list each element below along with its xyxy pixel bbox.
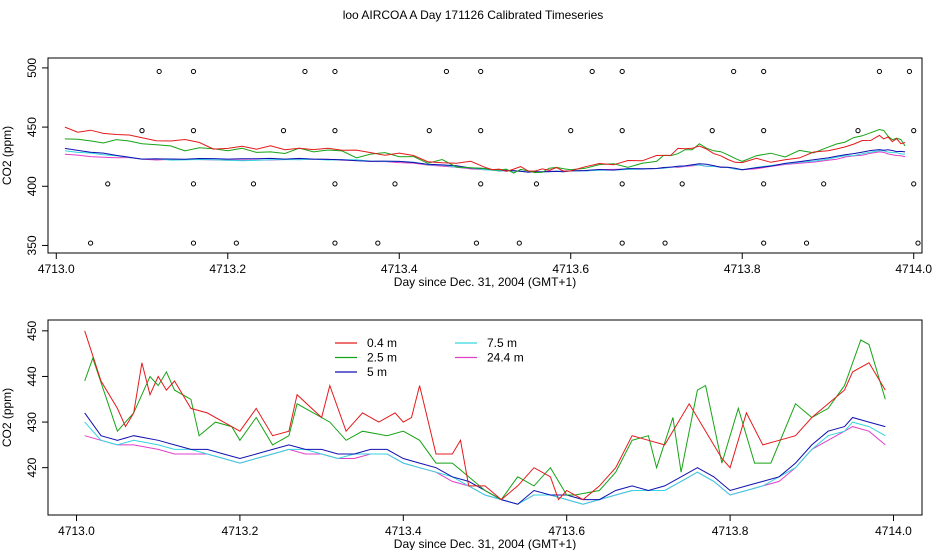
x-tick-label: 4713.6	[548, 524, 585, 538]
x-tick-label: 4713.6	[552, 262, 589, 276]
marker-point	[876, 68, 883, 75]
marker-point	[190, 181, 197, 187]
marker-point	[761, 128, 767, 134]
marker-point	[332, 128, 338, 134]
marker-point	[190, 128, 197, 134]
y-tick-label: 450	[25, 321, 39, 341]
y-tick-label: 450	[25, 117, 39, 137]
marker-point	[233, 240, 239, 246]
x-tick-label: 4714.0	[895, 262, 932, 276]
x-tick-label: 4713.2	[222, 524, 259, 538]
plot-area	[84, 330, 886, 505]
marker-point	[250, 181, 257, 187]
y-tick-label: 500	[25, 58, 39, 78]
series-line-0-4-m	[84, 330, 886, 501]
y-tick-label: 400	[25, 176, 39, 196]
marker-point	[105, 181, 111, 187]
legend-label: 0.4 m	[367, 336, 397, 350]
marker-point	[619, 128, 625, 134]
marker-point	[87, 240, 94, 246]
marker-point	[392, 181, 398, 187]
y-tick-label: 440	[25, 366, 39, 386]
legend-label: 2.5 m	[367, 351, 397, 365]
marker-point	[911, 181, 917, 187]
x-tick-label: 4713.4	[381, 262, 418, 276]
series-line-0-4-m	[64, 126, 906, 172]
x-tick-label: 4713.4	[385, 524, 422, 538]
marker-point	[761, 181, 767, 187]
marker-point	[443, 68, 450, 75]
y-axis-title: CO2 (ppm)	[0, 126, 14, 185]
x-axis-title: Day since Dec. 31, 2004 (GMT+1)	[394, 537, 576, 550]
y-tick-label: 430	[25, 412, 39, 432]
marker-point	[332, 181, 338, 187]
marker-point	[478, 68, 484, 75]
marker-point	[533, 181, 540, 187]
marker-point	[426, 128, 432, 134]
marker-point	[473, 240, 480, 246]
plot-frame	[47, 57, 923, 254]
marker-point	[375, 240, 381, 246]
y-tick-label: 420	[25, 457, 39, 477]
marker-point	[911, 128, 917, 134]
series-line-7-5-m	[84, 421, 886, 505]
series-line-5-m	[64, 147, 906, 173]
marker-point	[761, 68, 767, 75]
series-line-2-5-m	[84, 339, 886, 501]
x-tick-label: 4713.8	[724, 262, 761, 276]
legend-label: 7.5 m	[487, 336, 517, 350]
marker-point	[662, 240, 668, 246]
x-tick-label: 4713.2	[209, 262, 246, 276]
panel-0: 4713.0 4713.2 4713.4 4713.6 4713.8 4714.0 Day …	[0, 57, 932, 289]
marker-point	[139, 128, 145, 134]
marker-point	[516, 240, 522, 246]
series-line-24-4-m	[64, 151, 906, 173]
legend-label: 24.4 m	[487, 351, 524, 365]
y-axis-title: CO2 (ppm)	[0, 388, 14, 447]
marker-point	[332, 240, 338, 246]
plot-frame	[47, 319, 923, 516]
x-tick-label: 4713.8	[712, 524, 749, 538]
marker-point	[731, 68, 737, 75]
marker-point	[821, 181, 827, 187]
marker-point	[190, 68, 197, 75]
x-tick-label: 4714.0	[875, 524, 912, 538]
marker-point	[302, 68, 308, 75]
x-axis-title: Day since Dec. 31, 2004 (GMT+1)	[394, 275, 576, 289]
panel-1: 4713.0 4713.2 4713.4 4713.6 4713.8 4714.0 Day …	[0, 319, 923, 551]
marker-point	[568, 128, 574, 134]
legend: 0.4 m2.5 m5 m 7.5 m24.4 m	[335, 336, 524, 379]
marker-point	[619, 68, 625, 75]
marker-point	[855, 128, 861, 134]
marker-point	[906, 68, 913, 75]
marker-point	[280, 128, 287, 134]
marker-point	[589, 68, 595, 75]
marker-point	[156, 68, 162, 75]
marker-point	[803, 240, 810, 246]
marker-point	[915, 240, 921, 246]
legend-label: 5 m	[367, 365, 387, 379]
plot-area	[64, 68, 921, 246]
series-line-2-5-m	[64, 128, 906, 174]
marker-point	[478, 181, 484, 187]
x-tick-label: 4713.0	[58, 524, 95, 538]
marker-point	[619, 181, 625, 187]
y-tick-label: 350	[25, 235, 39, 255]
chart-title: loo AIRCOA A Day 171126 Calibrated Times…	[343, 8, 604, 22]
marker-point	[761, 240, 767, 246]
marker-point	[619, 240, 625, 246]
marker-point	[332, 68, 338, 75]
marker-point	[709, 128, 715, 134]
marker-point	[478, 128, 484, 134]
marker-point	[679, 181, 685, 187]
x-tick-label: 4713.0	[38, 262, 75, 276]
marker-point	[190, 240, 197, 246]
